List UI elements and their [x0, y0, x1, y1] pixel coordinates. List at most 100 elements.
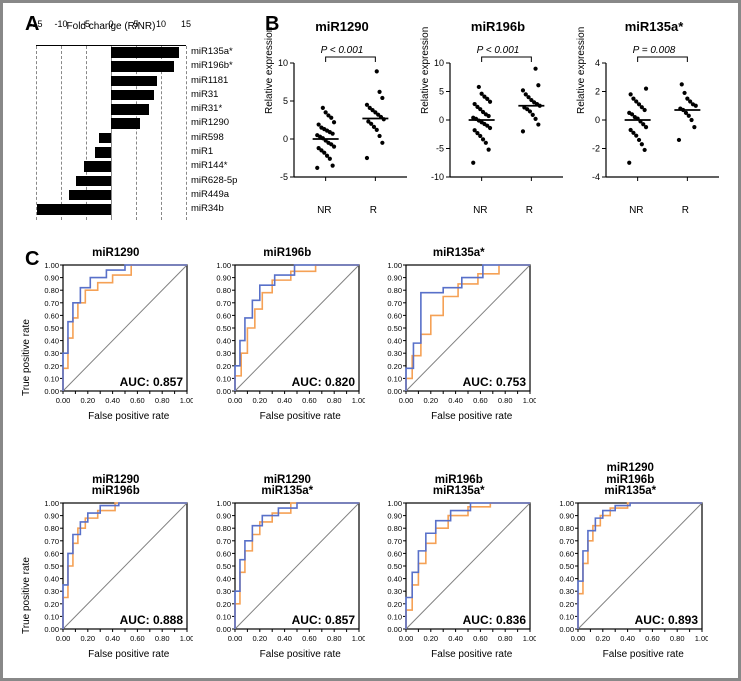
svg-text:0: 0	[283, 134, 288, 144]
svg-text:10: 10	[434, 58, 444, 68]
panel-a-bar-row: miR135a*	[36, 46, 186, 59]
svg-text:0.10: 0.10	[216, 612, 231, 621]
svg-text:0.00: 0.00	[387, 625, 402, 634]
panel-a-bar-row: miR34b	[36, 203, 186, 216]
svg-text:1.00: 1.00	[180, 634, 193, 643]
panel-c-grid: miR12900.000.000.100.200.200.300.400.400…	[33, 248, 713, 668]
roc-cell: miR1290 miR196b0.000.000.100.200.200.300…	[33, 463, 199, 668]
scatter-point	[531, 113, 535, 117]
svg-text:0.80: 0.80	[669, 634, 684, 643]
svg-text:0.80: 0.80	[326, 396, 341, 405]
panel-b-plot: miR135a*P = 0.008Relative expression-4-2…	[580, 19, 728, 219]
svg-text:0.00: 0.00	[44, 387, 59, 396]
panel-a-bar-row: miR1181	[36, 75, 186, 88]
scatter-point	[627, 111, 631, 115]
svg-text:0.90: 0.90	[44, 273, 59, 282]
svg-text:0.70: 0.70	[559, 536, 574, 545]
panel-b: miR1290P < 0.001Relative expression-5051…	[268, 19, 728, 219]
svg-text:0.60: 0.60	[130, 396, 145, 405]
svg-text:0.50: 0.50	[216, 562, 231, 571]
svg-text:0.00: 0.00	[56, 634, 71, 643]
svg-text:1.00: 1.00	[351, 396, 364, 405]
svg-text:0.60: 0.60	[302, 396, 317, 405]
svg-text:0.60: 0.60	[302, 634, 317, 643]
roc-title: miR135a*	[376, 248, 542, 260]
svg-text:0.10: 0.10	[559, 612, 574, 621]
scatter-point	[521, 88, 525, 92]
roc-svg: 0.000.000.100.200.200.300.400.400.500.60…	[33, 261, 193, 411]
panel-a-bar-label: miR1181	[191, 75, 228, 86]
svg-text:0.80: 0.80	[216, 286, 231, 295]
panel-a: Fold change (R/NR) -15-10-5051015 miR135…	[33, 21, 253, 211]
svg-text:0.40: 0.40	[105, 634, 120, 643]
roc-cell: miR196b miR135a*0.000.000.100.200.200.30…	[376, 463, 542, 668]
svg-text:0.30: 0.30	[216, 349, 231, 358]
scatter-pvalue: P < 0.001	[477, 45, 520, 56]
scatter-xlabels: NRR	[268, 205, 416, 216]
panel-a-bar-label: miR598	[191, 132, 224, 143]
svg-text:0.10: 0.10	[216, 374, 231, 383]
panel-a-ticks: -15-10-5051015	[36, 19, 186, 31]
scatter-title: miR135a*	[580, 19, 728, 34]
svg-text:0.70: 0.70	[44, 536, 59, 545]
svg-text:0.60: 0.60	[130, 634, 145, 643]
scatter-xlabel: NR	[317, 205, 331, 216]
roc-title: miR1290 miR135a*	[205, 463, 371, 498]
panel-a-bar-row: miR196b*	[36, 60, 186, 73]
scatter-point	[685, 97, 689, 101]
roc-auc-label: AUC: 0.893	[634, 613, 698, 627]
panel-a-tick: 5	[133, 19, 138, 29]
scatter-pvalue: P = 0.008	[633, 45, 676, 56]
panel-a-tick: 15	[181, 19, 191, 29]
panel-a-bar-label: miR1	[191, 146, 213, 157]
svg-text:1.00: 1.00	[216, 499, 231, 508]
scatter-point	[377, 90, 381, 94]
svg-text:0.40: 0.40	[216, 574, 231, 583]
svg-text:0.80: 0.80	[216, 524, 231, 533]
svg-text:0.80: 0.80	[44, 524, 59, 533]
scatter-point	[689, 118, 693, 122]
scatter-point	[640, 142, 644, 146]
scatter-point	[477, 85, 481, 89]
svg-text:0.40: 0.40	[277, 634, 292, 643]
panel-a-bar-row: miR598	[36, 132, 186, 145]
svg-text:0.60: 0.60	[387, 549, 402, 558]
scatter-point	[680, 82, 684, 86]
scatter-svg: -10-50510	[424, 39, 572, 204]
svg-text:1.00: 1.00	[180, 396, 193, 405]
panel-a-bar	[84, 161, 112, 172]
svg-text:0.90: 0.90	[387, 273, 402, 282]
svg-text:0.60: 0.60	[559, 549, 574, 558]
roc-title: miR1290 miR196b miR135a*	[548, 463, 714, 498]
scatter-point	[321, 106, 325, 110]
svg-text:0.50: 0.50	[216, 324, 231, 333]
svg-text:0.70: 0.70	[216, 298, 231, 307]
scatter-point	[533, 117, 537, 121]
scatter-point	[677, 138, 681, 142]
svg-text:0.20: 0.20	[387, 599, 402, 608]
roc-svg: 0.000.000.100.200.200.300.400.400.500.60…	[376, 261, 536, 411]
svg-text:0.60: 0.60	[473, 634, 488, 643]
svg-text:0.80: 0.80	[559, 524, 574, 533]
roc-svg: 0.000.000.100.200.200.300.400.400.500.60…	[205, 499, 365, 649]
figure-root: A B C Fold change (R/NR) -15-10-5051015 …	[0, 0, 741, 681]
svg-text:0.30: 0.30	[387, 587, 402, 596]
svg-text:1.00: 1.00	[351, 634, 364, 643]
scatter-ylabel: Relative expression	[576, 27, 587, 114]
roc-xlabel: False positive rate	[548, 649, 714, 660]
scatter-point	[631, 97, 635, 101]
panel-a-bar-label: miR34b	[191, 203, 224, 214]
svg-text:0.80: 0.80	[498, 634, 513, 643]
svg-text:1.00: 1.00	[387, 499, 402, 508]
svg-text:0.90: 0.90	[216, 273, 231, 282]
roc-auc-label: AUC: 0.820	[291, 375, 355, 389]
roc-xlabel: False positive rate	[205, 649, 371, 660]
roc-ylabel: True positive rate	[21, 319, 32, 396]
svg-text:1.00: 1.00	[694, 634, 707, 643]
scatter-point	[536, 122, 540, 126]
svg-text:0.90: 0.90	[559, 511, 574, 520]
svg-text:0.60: 0.60	[473, 396, 488, 405]
svg-text:0.30: 0.30	[44, 587, 59, 596]
svg-text:0.40: 0.40	[105, 396, 120, 405]
panel-a-bar-row: miR144*	[36, 160, 186, 173]
